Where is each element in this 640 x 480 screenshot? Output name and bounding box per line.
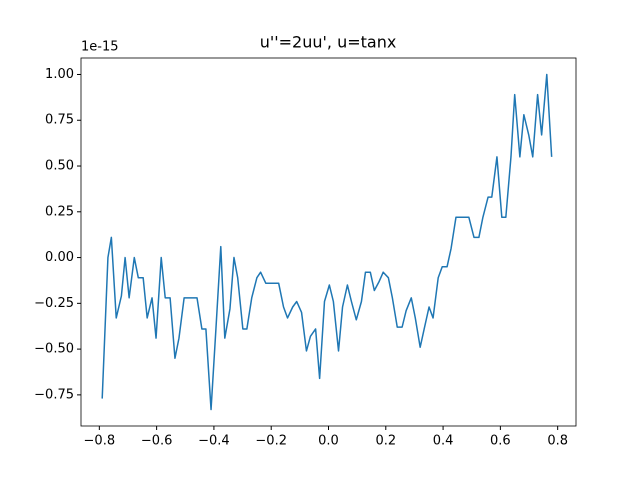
axes-frame [80, 57, 577, 427]
x-tick-label: 0.4 [433, 434, 454, 449]
y-tick-label: −0.50 [34, 342, 74, 357]
y-tick-label: 1.00 [45, 67, 74, 82]
y-tick-label: −0.75 [34, 387, 74, 402]
data-line [101, 73, 553, 411]
y-tick-label: −0.25 [34, 296, 74, 311]
x-tick-label: 0.6 [490, 434, 511, 449]
x-tick-label: −0.6 [141, 434, 173, 449]
chart-title: u''=2uu', u=tanx [260, 33, 397, 52]
x-tick-label: 0.8 [547, 434, 568, 449]
y-tick-label: 0.25 [45, 204, 74, 219]
x-tick-label: −0.8 [84, 434, 116, 449]
y-tick-label: 0.75 [45, 113, 74, 128]
y-offset-label: 1e-15 [81, 40, 119, 55]
x-tick-label: −0.2 [255, 434, 287, 449]
x-tick-label: 0.0 [318, 434, 339, 449]
y-tick-label: 0.00 [45, 250, 74, 265]
x-tick-label: −0.4 [198, 434, 230, 449]
x-tick-label: 0.2 [375, 434, 396, 449]
y-tick-label: 0.50 [45, 159, 74, 174]
